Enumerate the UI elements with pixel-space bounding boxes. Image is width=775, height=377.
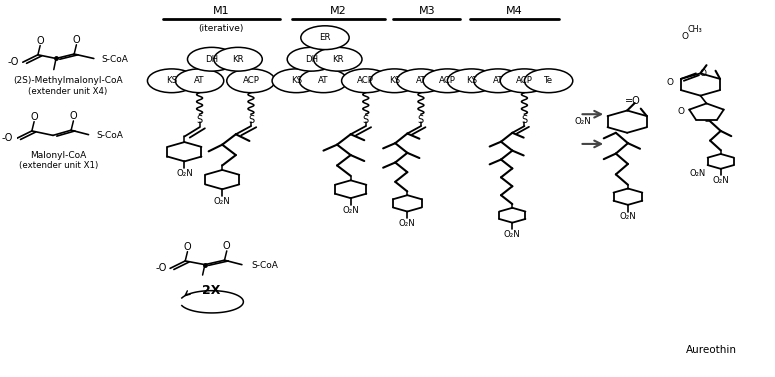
Text: =O: =O (625, 96, 641, 106)
Text: KS: KS (466, 76, 477, 85)
Text: O: O (677, 107, 684, 116)
Circle shape (272, 69, 320, 93)
Text: -O: -O (7, 57, 19, 67)
Text: Malonyl-CoA: Malonyl-CoA (30, 150, 87, 159)
Text: S-CoA: S-CoA (96, 131, 123, 140)
Text: -O: -O (155, 264, 167, 273)
Text: KS: KS (166, 76, 177, 85)
Circle shape (227, 69, 275, 93)
Text: O: O (700, 69, 707, 78)
Circle shape (147, 69, 196, 93)
Text: ER: ER (319, 33, 331, 42)
Text: M2: M2 (330, 6, 347, 16)
Text: O₂N: O₂N (504, 230, 521, 239)
Text: KR: KR (232, 55, 244, 64)
Text: DH: DH (205, 55, 219, 64)
Circle shape (423, 69, 471, 93)
Circle shape (314, 48, 362, 71)
Text: S: S (418, 115, 424, 125)
Text: CH₃: CH₃ (687, 25, 702, 34)
Text: O: O (73, 35, 81, 45)
Text: KS: KS (389, 76, 400, 85)
Text: S: S (522, 115, 528, 125)
Text: -O: -O (2, 133, 13, 143)
Circle shape (301, 26, 350, 50)
Text: O: O (70, 111, 78, 121)
Text: O₂N: O₂N (619, 212, 636, 221)
Text: S: S (248, 115, 254, 125)
Text: S: S (197, 115, 202, 125)
Text: O: O (223, 241, 231, 251)
Text: KR: KR (332, 55, 343, 64)
Text: Aureothin: Aureothin (687, 345, 737, 355)
Text: (extender unit X1): (extender unit X1) (19, 161, 98, 170)
Text: AT: AT (415, 76, 426, 85)
Text: (iterative): (iterative) (198, 24, 243, 33)
Text: AT: AT (195, 76, 205, 85)
Text: ACP: ACP (439, 76, 456, 85)
Text: O: O (184, 242, 191, 252)
Circle shape (474, 69, 522, 93)
Circle shape (299, 69, 348, 93)
Circle shape (397, 69, 445, 93)
Text: M4: M4 (506, 6, 523, 16)
Circle shape (370, 69, 418, 93)
Circle shape (175, 69, 224, 93)
Text: ACP: ACP (243, 76, 260, 85)
Text: O₂N: O₂N (399, 219, 415, 228)
Text: Te: Te (544, 76, 553, 85)
Text: O: O (30, 112, 38, 122)
Text: O: O (682, 32, 689, 41)
Text: O₂N: O₂N (690, 169, 706, 178)
Text: (2S)-Methylmalonyl-CoA: (2S)-Methylmalonyl-CoA (13, 76, 123, 85)
Text: AT: AT (319, 76, 329, 85)
Text: M1: M1 (212, 6, 229, 16)
Text: S-CoA: S-CoA (102, 55, 129, 64)
Text: AT: AT (493, 76, 503, 85)
Text: O₂N: O₂N (575, 117, 592, 126)
Text: S: S (363, 115, 369, 125)
Circle shape (525, 69, 573, 93)
Circle shape (188, 48, 236, 71)
Circle shape (500, 69, 549, 93)
Text: KS: KS (291, 76, 301, 85)
Text: DH: DH (305, 55, 318, 64)
Circle shape (342, 69, 390, 93)
Text: ACP: ACP (357, 76, 374, 85)
Text: 2X: 2X (202, 284, 221, 297)
Text: M3: M3 (418, 6, 436, 16)
Circle shape (447, 69, 496, 93)
Text: S-CoA: S-CoA (251, 261, 278, 270)
Text: ACP: ACP (516, 76, 533, 85)
Text: (extender unit X4): (extender unit X4) (29, 87, 108, 96)
Text: O₂N: O₂N (176, 169, 193, 178)
Text: O₂N: O₂N (343, 205, 359, 215)
Text: O₂N: O₂N (712, 176, 729, 185)
Text: O: O (36, 36, 44, 46)
Circle shape (288, 48, 336, 71)
Text: O: O (666, 78, 673, 87)
Circle shape (214, 48, 262, 71)
Text: O₂N: O₂N (214, 197, 231, 205)
